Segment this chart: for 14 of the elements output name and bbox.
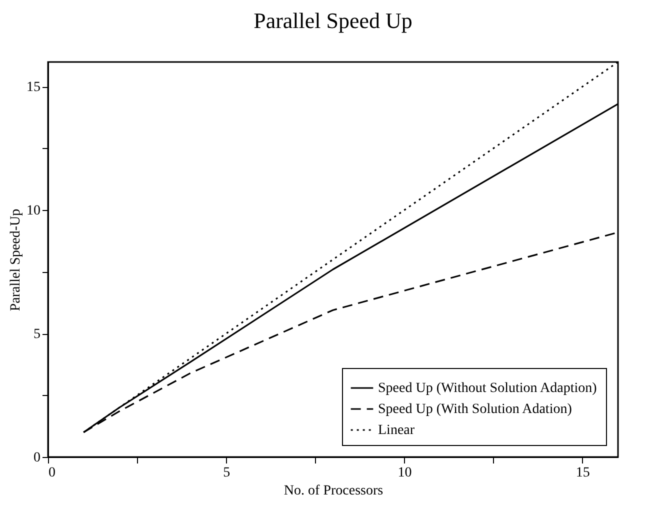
x-axis-title: No. of Processors [284,484,384,498]
y-tick-label: 5 [34,327,40,342]
y-tick-label: 10 [26,204,40,219]
x-tick-label: 0 [48,466,56,480]
x-tick-label: 15 [576,466,590,480]
legend-label: Speed Up (Without Solution Adaption) [378,381,598,396]
chart-title: Parallel Speed Up [254,8,412,34]
y-tick-label: 0 [34,450,40,466]
x-tick-label: 5 [223,466,230,480]
legend-label: Speed Up (With Solution Adation) [378,402,572,417]
legend-label: Linear [378,423,415,438]
x-tick-label: 10 [398,466,412,480]
y-axis-title: Parallel Speed-Up [8,208,24,312]
y-tick-label: 15 [26,80,40,96]
